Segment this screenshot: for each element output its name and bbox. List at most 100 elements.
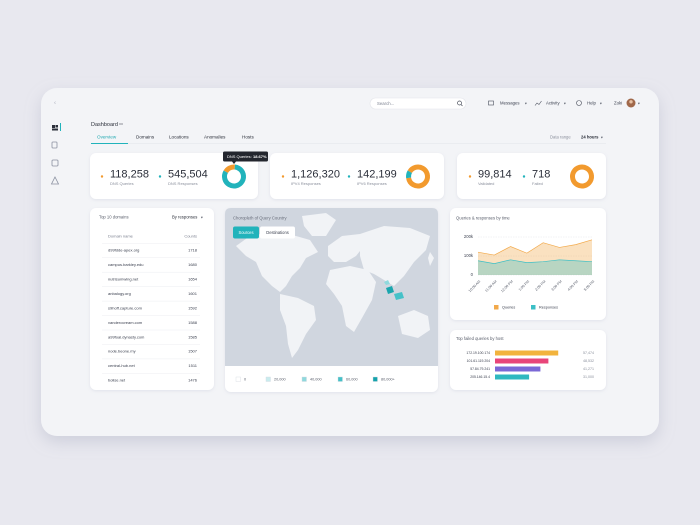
y-tick-label: 200k [464, 234, 474, 239]
domain-count: 1588 [188, 320, 198, 325]
value-label: 31,000 [583, 375, 594, 379]
caret: ▾ [564, 101, 566, 105]
stat-value: 718 [532, 168, 550, 180]
legend-label: 0 [244, 378, 246, 382]
toggle-button[interactable] [260, 226, 295, 239]
stat-caption: Failed [532, 181, 543, 186]
nav-storage[interactable] [51, 159, 59, 167]
activity-icon[interactable] [534, 100, 542, 106]
bar [495, 358, 549, 364]
legend-swatch [235, 376, 241, 382]
search-icon[interactable] [457, 100, 462, 106]
domain-name: campus.barkley.edu [108, 262, 144, 267]
stat-value: 1,126,320 [291, 168, 340, 180]
card [270, 153, 444, 199]
search-box[interactable] [369, 97, 467, 110]
domain-count: 1511 [188, 363, 197, 368]
help-link[interactable]: Help [587, 101, 596, 106]
range-label: Data range [550, 135, 571, 140]
legend-label: 40,000 [310, 378, 322, 382]
bar [495, 350, 559, 356]
stat-value: 118,258 [110, 168, 149, 180]
tab[interactable]: Hosts [242, 135, 254, 140]
collapse-icon[interactable]: ‹ [54, 101, 56, 107]
card-title: Queries & responses by time [456, 216, 510, 221]
host-label: 205.146.15.4 [470, 375, 490, 379]
caret: ▾ [201, 215, 203, 219]
avatar-face [629, 100, 633, 104]
map-land [236, 213, 434, 358]
legend-label: Queries [502, 306, 515, 310]
domain-count: 1585 [188, 334, 198, 339]
stat-caption: DNS Responses [168, 181, 198, 186]
legend-swatch [372, 376, 378, 382]
toggle-button[interactable] [233, 226, 259, 239]
legend-swatch [301, 376, 307, 382]
tab[interactable]: Domains [136, 135, 155, 140]
area-fill [478, 259, 592, 275]
column-header: Counts [184, 234, 197, 239]
page-title: Dashboard [91, 122, 118, 128]
domain-name: a99foal.dynasty.com [108, 334, 145, 339]
sort-select[interactable]: By responses [172, 215, 197, 220]
tooltip [223, 151, 268, 162]
host-label: 172.19.100.174 [466, 351, 490, 355]
y-tick-label: 0 [471, 272, 474, 277]
domain-count: 1592 [188, 305, 198, 310]
host-label: 101.61.119.204 [467, 359, 490, 363]
legend-swatch [531, 305, 536, 310]
value-label: 48,532 [583, 359, 594, 363]
messages-icon[interactable] [488, 100, 494, 106]
tab[interactable]: Overview [97, 135, 117, 140]
host-label: 57.84.79.241 [470, 367, 490, 371]
toggle-label: Destinations [266, 230, 289, 235]
nav-alerts[interactable] [50, 176, 60, 185]
stat-caption: Validated [478, 181, 494, 186]
domain-name: nutrisumwing.net [108, 276, 139, 281]
area-line [477, 239, 593, 256]
card-title: Choropleth of Query Country [233, 216, 287, 221]
legend-swatch [265, 376, 271, 382]
caret: ▾ [525, 101, 527, 105]
sidebar-icons [50, 123, 61, 185]
stat-dot [281, 175, 285, 178]
bar [495, 366, 541, 372]
legend-label: 80,000+ [381, 378, 396, 382]
tab[interactable]: Anomalies [204, 135, 226, 140]
toggle-label: Sources [238, 230, 253, 235]
nav-documents[interactable] [51, 141, 58, 149]
domain-count: 1654 [188, 276, 198, 281]
tab[interactable]: Locations [169, 135, 189, 140]
card-title: Top failed queries by host [456, 336, 504, 341]
domain-name: bolise.net [108, 378, 126, 383]
bar [495, 374, 530, 380]
nav-dashboard[interactable] [52, 125, 55, 128]
tooltip-arrow [232, 161, 236, 164]
stat-caption: DNS Queries [110, 181, 134, 186]
search-icon-handle [460, 104, 463, 107]
donut-segment [406, 164, 430, 189]
domain-name: s9hoff.capture.com [108, 305, 143, 310]
activity-link[interactable]: Activity [546, 101, 560, 106]
domain-name: d99fdde-apex.org [108, 248, 139, 253]
domain-name: anbalogy.org [108, 291, 131, 296]
help-icon[interactable] [576, 100, 582, 106]
legend-label: Responses [539, 306, 558, 310]
domain-count: 1718 [188, 248, 198, 253]
messages-link[interactable]: Messages [500, 101, 520, 106]
stat-value: 99,814 [478, 168, 512, 180]
range-value[interactable]: 24 hours [581, 135, 599, 140]
stat-dot [100, 175, 104, 178]
domain-count: 1680 [188, 262, 198, 267]
domain-name: central-hub.net [108, 363, 136, 368]
card-title: Top 10 domains [99, 215, 129, 220]
stat-dot [468, 175, 472, 178]
domain-name: vanderocream.com [108, 320, 143, 325]
user-name[interactable]: Zoki [614, 101, 622, 106]
tooltip-value: 18.67% [253, 154, 267, 159]
caret: ▾ [638, 101, 640, 105]
card [457, 153, 606, 199]
map-card [225, 208, 438, 392]
